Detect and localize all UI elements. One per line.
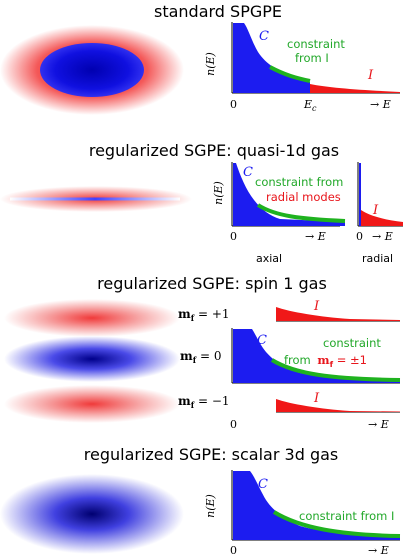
mf-plus-sub: f (191, 313, 195, 323)
svg-text:mf = 0: mf = 0 (180, 349, 221, 365)
panel1-xarrow: → E (370, 98, 391, 111)
panel3-constraint-line1: constraint (323, 336, 381, 350)
panel3-cal-I-top: I (313, 299, 320, 314)
panel2-x0-radial: 0 (356, 230, 363, 243)
panel3-clouds (4, 299, 180, 423)
panel3-constraint-line2: from (284, 353, 311, 367)
panel3-cal-C: C (257, 333, 267, 348)
panel1-x0: 0 (230, 98, 237, 111)
panel3-xarrow: → E (368, 418, 389, 431)
panel1-cloud (0, 25, 184, 115)
panel4-cal-C: C (258, 477, 268, 492)
panel3-cloud-minus (4, 385, 180, 423)
panel3-plot-plus: I (276, 299, 400, 322)
mf-zero-val: = 0 (196, 349, 221, 363)
panel4-plot: n(E) C constraint from I 0 → E (204, 470, 401, 557)
svg-text:from mf = ±1: from mf = ±1 (284, 353, 367, 369)
panel2-xarrow-radial: → E (372, 230, 393, 243)
panel2-xarrow: → E (305, 230, 326, 243)
panel1-ylabel: n(E) (204, 52, 217, 76)
panel1-plot: n(E) C constraint from I I 0 E c → E (204, 22, 400, 113)
mf-plus-m: m (178, 307, 191, 321)
svg-text:mf = −1: mf = −1 (178, 394, 230, 410)
mf-minus-m: m (178, 394, 191, 408)
panel4-cloud (0, 474, 184, 554)
panel1-xEc-sub: c (312, 104, 317, 113)
panel2-cal-C: C (243, 165, 253, 180)
panel4-title: regularized SGPE: scalar 3d gas (84, 445, 338, 464)
panel4-xarrow: → E (368, 544, 389, 557)
panel4-constraint-text: constraint from I (299, 509, 394, 523)
panel2-plot-radial: I 0 → E radial (356, 162, 403, 265)
panel2-radial-red (361, 210, 403, 226)
panel1-cal-C: C (259, 29, 269, 44)
panel3-constraint-m-sub: f (330, 360, 334, 369)
panel2-radial-blue (359, 163, 361, 226)
panel3-plot-minus: I (276, 391, 400, 413)
panel2-constraint-line1: constraint from (255, 175, 343, 189)
panel2-title: regularized SGPE: quasi-1d gas (89, 141, 339, 160)
panel2-cloud (0, 186, 192, 212)
panel2-radial-label: radial (362, 252, 393, 265)
panel2-blue-region (233, 163, 345, 226)
panel1-blue-region (233, 23, 310, 93)
panel2-cal-I: I (372, 203, 379, 218)
panel2-constraint-line2: radial modes (266, 190, 341, 204)
panel3-x0: 0 (230, 418, 237, 431)
panel2-x0: 0 (230, 230, 237, 243)
panel2-plot-axial: n(E) C constraint from radial modes 0 → … (212, 162, 346, 265)
panel1-green-constraint (269, 65, 311, 83)
mf-minus-sub: f (191, 400, 195, 410)
panel3-cloud-zero (4, 336, 180, 382)
panel4-x0: 0 (230, 544, 237, 557)
mf-zero-m: m (180, 349, 193, 363)
panel3-plot-zero: C constraint from mf = ±1 (231, 328, 401, 384)
svg-text:mf = +1: mf = +1 (178, 307, 230, 323)
panel3-constraint-val: = ±1 (333, 353, 367, 367)
mf-minus-val: = −1 (194, 394, 229, 408)
panel3-mf-labels: mf = +1 mf = 0 mf = −1 (178, 307, 230, 410)
mf-plus-val: = +1 (194, 307, 229, 321)
panel1-cal-I: I (367, 68, 374, 83)
panel1-red-region (310, 84, 400, 93)
panel1-constraint-line1: constraint (287, 37, 345, 51)
panel1-xEc: E (303, 98, 312, 111)
panel1-title: standard SPGPE (154, 2, 282, 21)
panel3-cloud-plus (4, 299, 180, 337)
panel2-ylabel: n(E) (212, 181, 225, 205)
panel3-constraint-m: m (317, 353, 329, 367)
panel3-cal-I-bottom: I (313, 391, 320, 406)
panel1-constraint-line2: from I (295, 51, 329, 65)
panel2-green-constraint (256, 203, 346, 223)
panel3-title: regularized SGPE: spin 1 gas (97, 274, 327, 293)
mf-zero-sub: f (193, 355, 197, 365)
panel2-axial-label: axial (256, 252, 282, 265)
panel4-ylabel: n(E) (204, 494, 217, 518)
